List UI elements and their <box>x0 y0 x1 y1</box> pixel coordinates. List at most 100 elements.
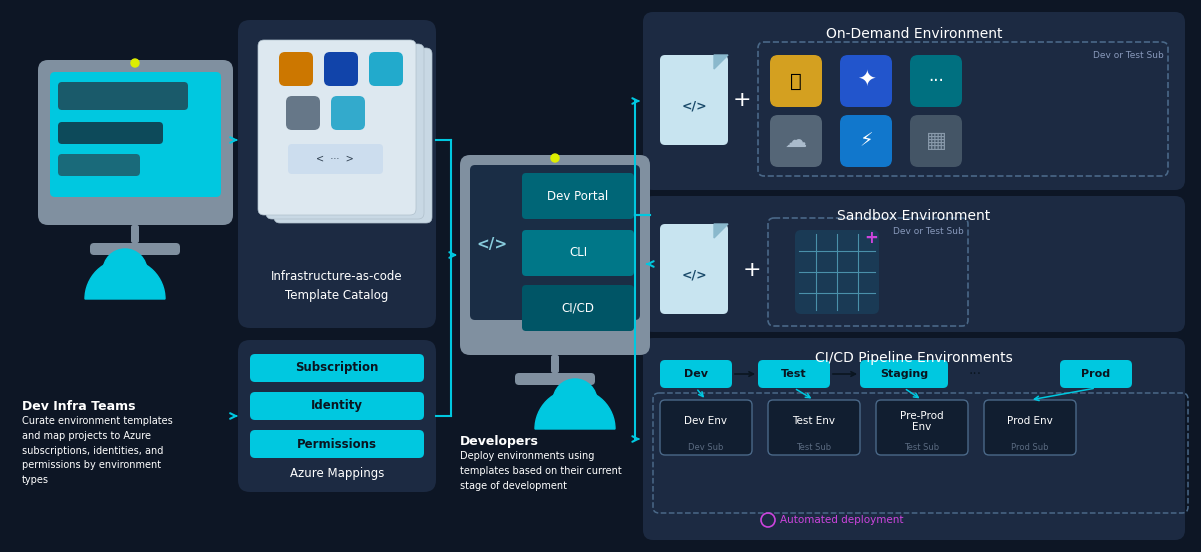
FancyBboxPatch shape <box>770 115 821 167</box>
Circle shape <box>551 154 558 162</box>
Text: Automated deployment: Automated deployment <box>779 515 903 525</box>
Wedge shape <box>85 259 165 299</box>
FancyBboxPatch shape <box>50 72 221 197</box>
FancyBboxPatch shape <box>131 225 139 243</box>
FancyBboxPatch shape <box>38 60 233 225</box>
FancyBboxPatch shape <box>250 392 424 420</box>
Text: ···: ··· <box>928 72 944 90</box>
Text: CI/CD Pipeline Environments: CI/CD Pipeline Environments <box>815 351 1012 365</box>
FancyBboxPatch shape <box>460 155 650 355</box>
Text: Developers: Developers <box>460 435 539 448</box>
FancyBboxPatch shape <box>515 373 594 385</box>
FancyBboxPatch shape <box>238 20 436 328</box>
Polygon shape <box>715 55 728 69</box>
Text: </>: </> <box>681 99 707 113</box>
Text: CI/CD: CI/CD <box>562 301 594 315</box>
FancyBboxPatch shape <box>369 52 404 86</box>
FancyBboxPatch shape <box>984 400 1076 455</box>
FancyBboxPatch shape <box>58 154 141 176</box>
FancyBboxPatch shape <box>795 230 879 314</box>
Text: Deploy environments using
templates based on their current
stage of development: Deploy environments using templates base… <box>460 451 622 491</box>
Text: Infrastructure-as-code
Template Catalog: Infrastructure-as-code Template Catalog <box>271 270 402 302</box>
Text: 🔑: 🔑 <box>790 72 802 91</box>
Text: Subscription: Subscription <box>295 362 378 374</box>
Wedge shape <box>534 389 615 429</box>
FancyBboxPatch shape <box>643 12 1185 190</box>
Text: Test Sub: Test Sub <box>796 443 831 452</box>
FancyBboxPatch shape <box>250 354 424 382</box>
FancyBboxPatch shape <box>58 82 189 110</box>
Text: ···: ··· <box>968 367 981 381</box>
Circle shape <box>552 379 597 423</box>
Text: Prod Sub: Prod Sub <box>1011 443 1048 452</box>
Text: Test Sub: Test Sub <box>904 443 939 452</box>
Circle shape <box>131 59 139 67</box>
FancyBboxPatch shape <box>274 48 432 223</box>
Text: Dev Env: Dev Env <box>685 417 728 427</box>
Text: CLI: CLI <box>569 247 587 259</box>
Text: <  ···  >: < ··· > <box>316 154 354 164</box>
Text: ⚡: ⚡ <box>859 131 873 151</box>
Text: Pre-Prod
Env: Pre-Prod Env <box>901 411 944 432</box>
Text: Dev Portal: Dev Portal <box>548 189 609 203</box>
Text: ▦: ▦ <box>926 131 946 151</box>
FancyBboxPatch shape <box>551 355 558 373</box>
Text: Curate environment templates
and map projects to Azure
subscriptions, identities: Curate environment templates and map pro… <box>22 416 173 485</box>
Text: Prod: Prod <box>1081 369 1111 379</box>
FancyBboxPatch shape <box>767 400 860 455</box>
Text: Azure Mappings: Azure Mappings <box>289 468 384 480</box>
FancyBboxPatch shape <box>286 96 319 130</box>
Text: Test Env: Test Env <box>793 417 836 427</box>
FancyBboxPatch shape <box>661 400 752 455</box>
Text: Sandbox Environment: Sandbox Environment <box>837 209 991 223</box>
FancyBboxPatch shape <box>661 360 731 388</box>
FancyBboxPatch shape <box>1060 360 1133 388</box>
FancyBboxPatch shape <box>522 285 634 331</box>
FancyBboxPatch shape <box>758 360 830 388</box>
FancyBboxPatch shape <box>331 96 365 130</box>
Text: ☁: ☁ <box>785 131 807 151</box>
FancyBboxPatch shape <box>250 430 424 458</box>
Text: Test: Test <box>781 369 807 379</box>
FancyBboxPatch shape <box>643 196 1185 332</box>
Text: Dev Sub: Dev Sub <box>688 443 724 452</box>
FancyBboxPatch shape <box>839 55 892 107</box>
Text: Dev: Dev <box>685 369 709 379</box>
FancyBboxPatch shape <box>661 224 728 314</box>
Text: Dev Infra Teams: Dev Infra Teams <box>22 400 136 413</box>
FancyBboxPatch shape <box>288 144 383 174</box>
Circle shape <box>103 249 147 293</box>
Text: +: + <box>742 260 761 280</box>
Text: </>: </> <box>477 237 508 252</box>
Text: On-Demand Environment: On-Demand Environment <box>826 27 1003 41</box>
Polygon shape <box>715 224 728 238</box>
Text: Dev or Test Sub: Dev or Test Sub <box>1093 51 1164 61</box>
FancyBboxPatch shape <box>860 360 948 388</box>
FancyBboxPatch shape <box>238 340 436 492</box>
Text: Dev or Test Sub: Dev or Test Sub <box>894 227 964 236</box>
FancyBboxPatch shape <box>90 243 180 255</box>
FancyBboxPatch shape <box>279 52 313 86</box>
Text: +: + <box>733 90 752 110</box>
FancyBboxPatch shape <box>770 55 821 107</box>
FancyBboxPatch shape <box>643 338 1185 540</box>
FancyBboxPatch shape <box>661 55 728 145</box>
FancyBboxPatch shape <box>470 165 640 320</box>
Text: Identity: Identity <box>311 400 363 412</box>
Text: +: + <box>864 229 878 247</box>
FancyBboxPatch shape <box>876 400 968 455</box>
FancyBboxPatch shape <box>58 122 163 144</box>
FancyBboxPatch shape <box>265 44 424 219</box>
Text: Prod Env: Prod Env <box>1008 417 1053 427</box>
FancyBboxPatch shape <box>258 40 416 215</box>
FancyBboxPatch shape <box>522 173 634 219</box>
FancyBboxPatch shape <box>910 115 962 167</box>
FancyBboxPatch shape <box>324 52 358 86</box>
Text: </>: </> <box>681 268 707 282</box>
Text: Staging: Staging <box>880 369 928 379</box>
Text: Permissions: Permissions <box>297 438 377 450</box>
FancyBboxPatch shape <box>839 115 892 167</box>
Text: ✦: ✦ <box>856 71 876 91</box>
FancyBboxPatch shape <box>522 230 634 276</box>
FancyBboxPatch shape <box>910 55 962 107</box>
